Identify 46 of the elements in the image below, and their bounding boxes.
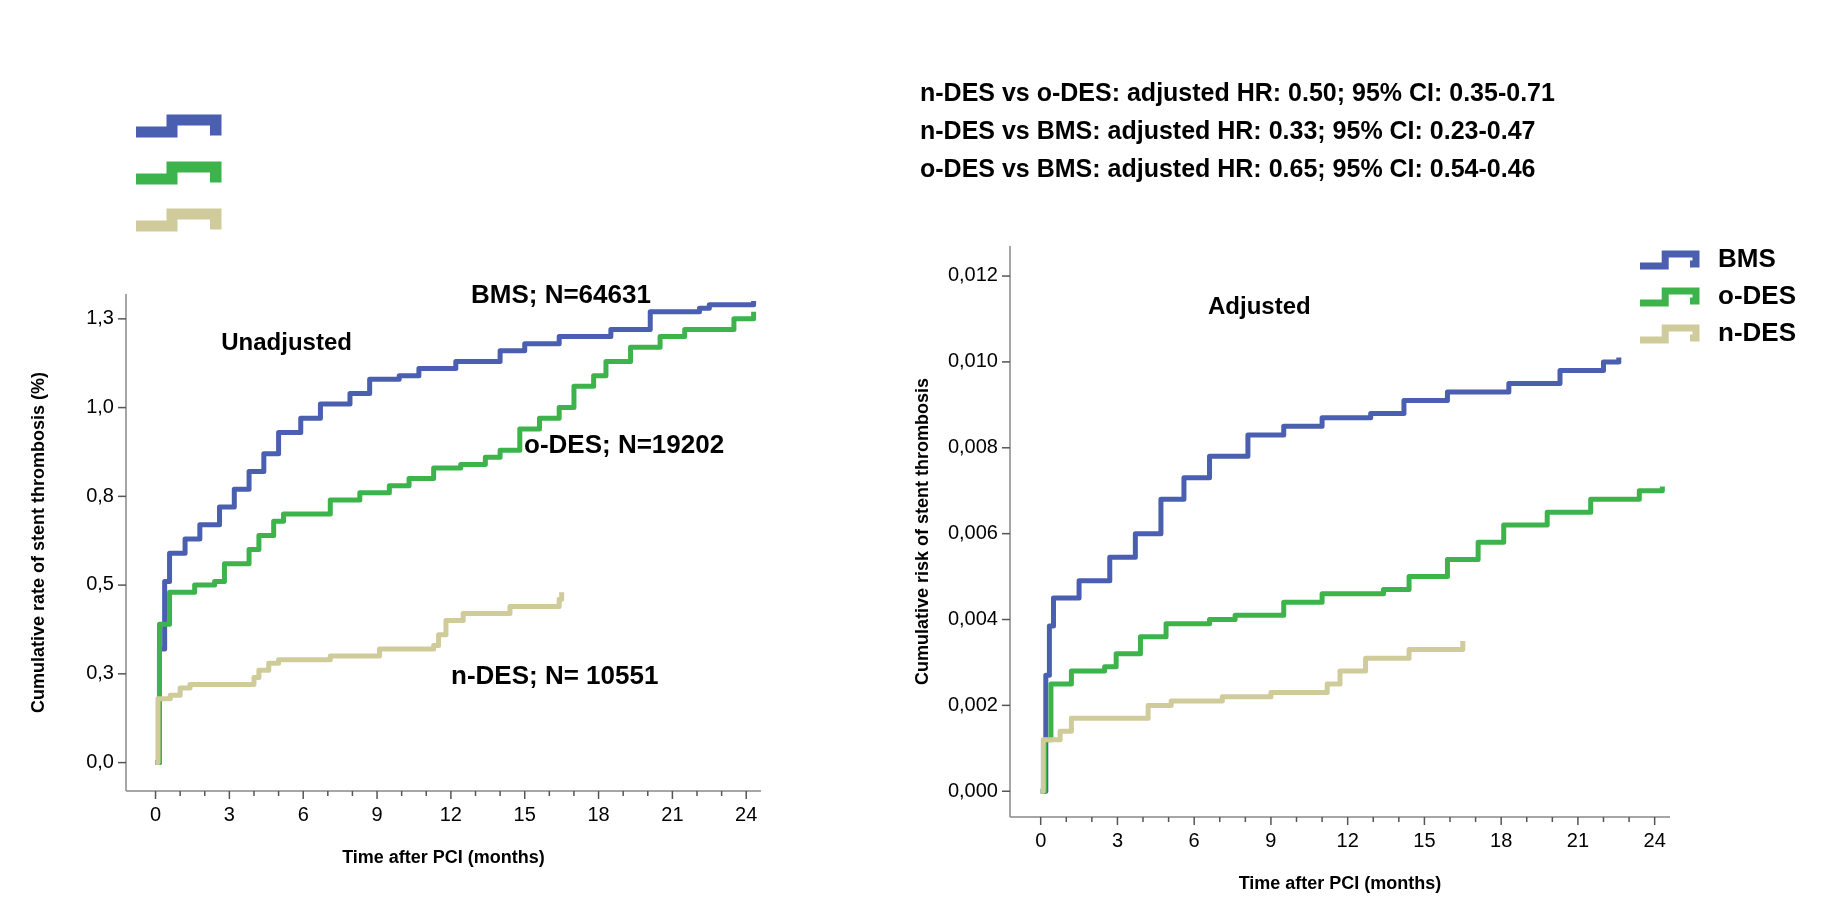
x-tick-label: 15 [513, 803, 536, 825]
x-tick-label: 24 [735, 803, 758, 825]
x-tick-label: 18 [1490, 829, 1513, 851]
annotation: BMS; N=64631 [471, 278, 651, 309]
x-tick-label: 21 [661, 803, 684, 825]
y-tick-label: 0,012 [947, 263, 998, 286]
x-tick-label: 0 [149, 803, 162, 825]
x-tick-label: 0 [1035, 829, 1047, 851]
y-tick-label: 0,0 [86, 749, 114, 772]
legend-label: o-DES [1718, 279, 1796, 310]
y-tick-label: 0,008 [947, 435, 998, 458]
text: n-DES vs o-DES: adjusted HR: 0.50; 95% CI: 0.35-0.71 [920, 78, 1556, 106]
x-tick-label: 21 [1566, 829, 1590, 851]
x-axis-title: Time after PCI (months) [1238, 873, 1442, 893]
text: Unadjusted [221, 328, 352, 355]
y-tick-label: 0,000 [947, 778, 998, 801]
x-tick-label: 9 [1265, 829, 1277, 851]
x-tick-label: 6 [1188, 829, 1200, 851]
y-axis-title: Cumulative risk of stent thrombosis [912, 377, 932, 686]
y-tick-label: 0,010 [947, 349, 998, 372]
x-tick-label: 12 [439, 803, 463, 825]
x-tick-label: 24 [1643, 829, 1666, 851]
x-tick-label: 3 [1111, 829, 1123, 851]
y-tick-label: 0,3 [86, 661, 114, 684]
y-tick-label: 1,0 [86, 394, 114, 417]
x-tick-label: 15 [1413, 829, 1436, 851]
y-tick-label: 0,8 [86, 483, 114, 506]
x-axis-title: Time after PCI (months) [342, 847, 545, 867]
x-tick-label: 3 [223, 803, 235, 825]
x-tick-label: 18 [587, 803, 610, 825]
text: Adjusted [1208, 292, 1311, 319]
x-tick-label: 9 [371, 803, 383, 825]
x-tick-label: 12 [1336, 829, 1359, 851]
y-tick-label: 0,002 [947, 692, 998, 715]
y-tick-label: 0,004 [947, 606, 998, 629]
y-axis-title: Cumulative rate of stent thrombosis (%) [28, 371, 48, 714]
annotation: o-DES; N=19202 [524, 428, 725, 459]
text: o-DES vs BMS: adjusted HR: 0.65; 95% CI: 0.54-0.46 [920, 154, 1536, 182]
annotation: n-DES; N= 10551 [451, 659, 659, 690]
legend-label: BMS [1718, 242, 1776, 273]
text: n-DES vs BMS: adjusted HR: 0.33; 95% CI: 0.23-0.47 [920, 116, 1536, 144]
legend-label: n-DES [1718, 316, 1796, 347]
y-tick-label: 0,006 [947, 520, 998, 543]
y-tick-label: 1,3 [86, 306, 114, 329]
x-tick-label: 6 [297, 803, 309, 825]
y-tick-label: 0,5 [86, 572, 114, 595]
